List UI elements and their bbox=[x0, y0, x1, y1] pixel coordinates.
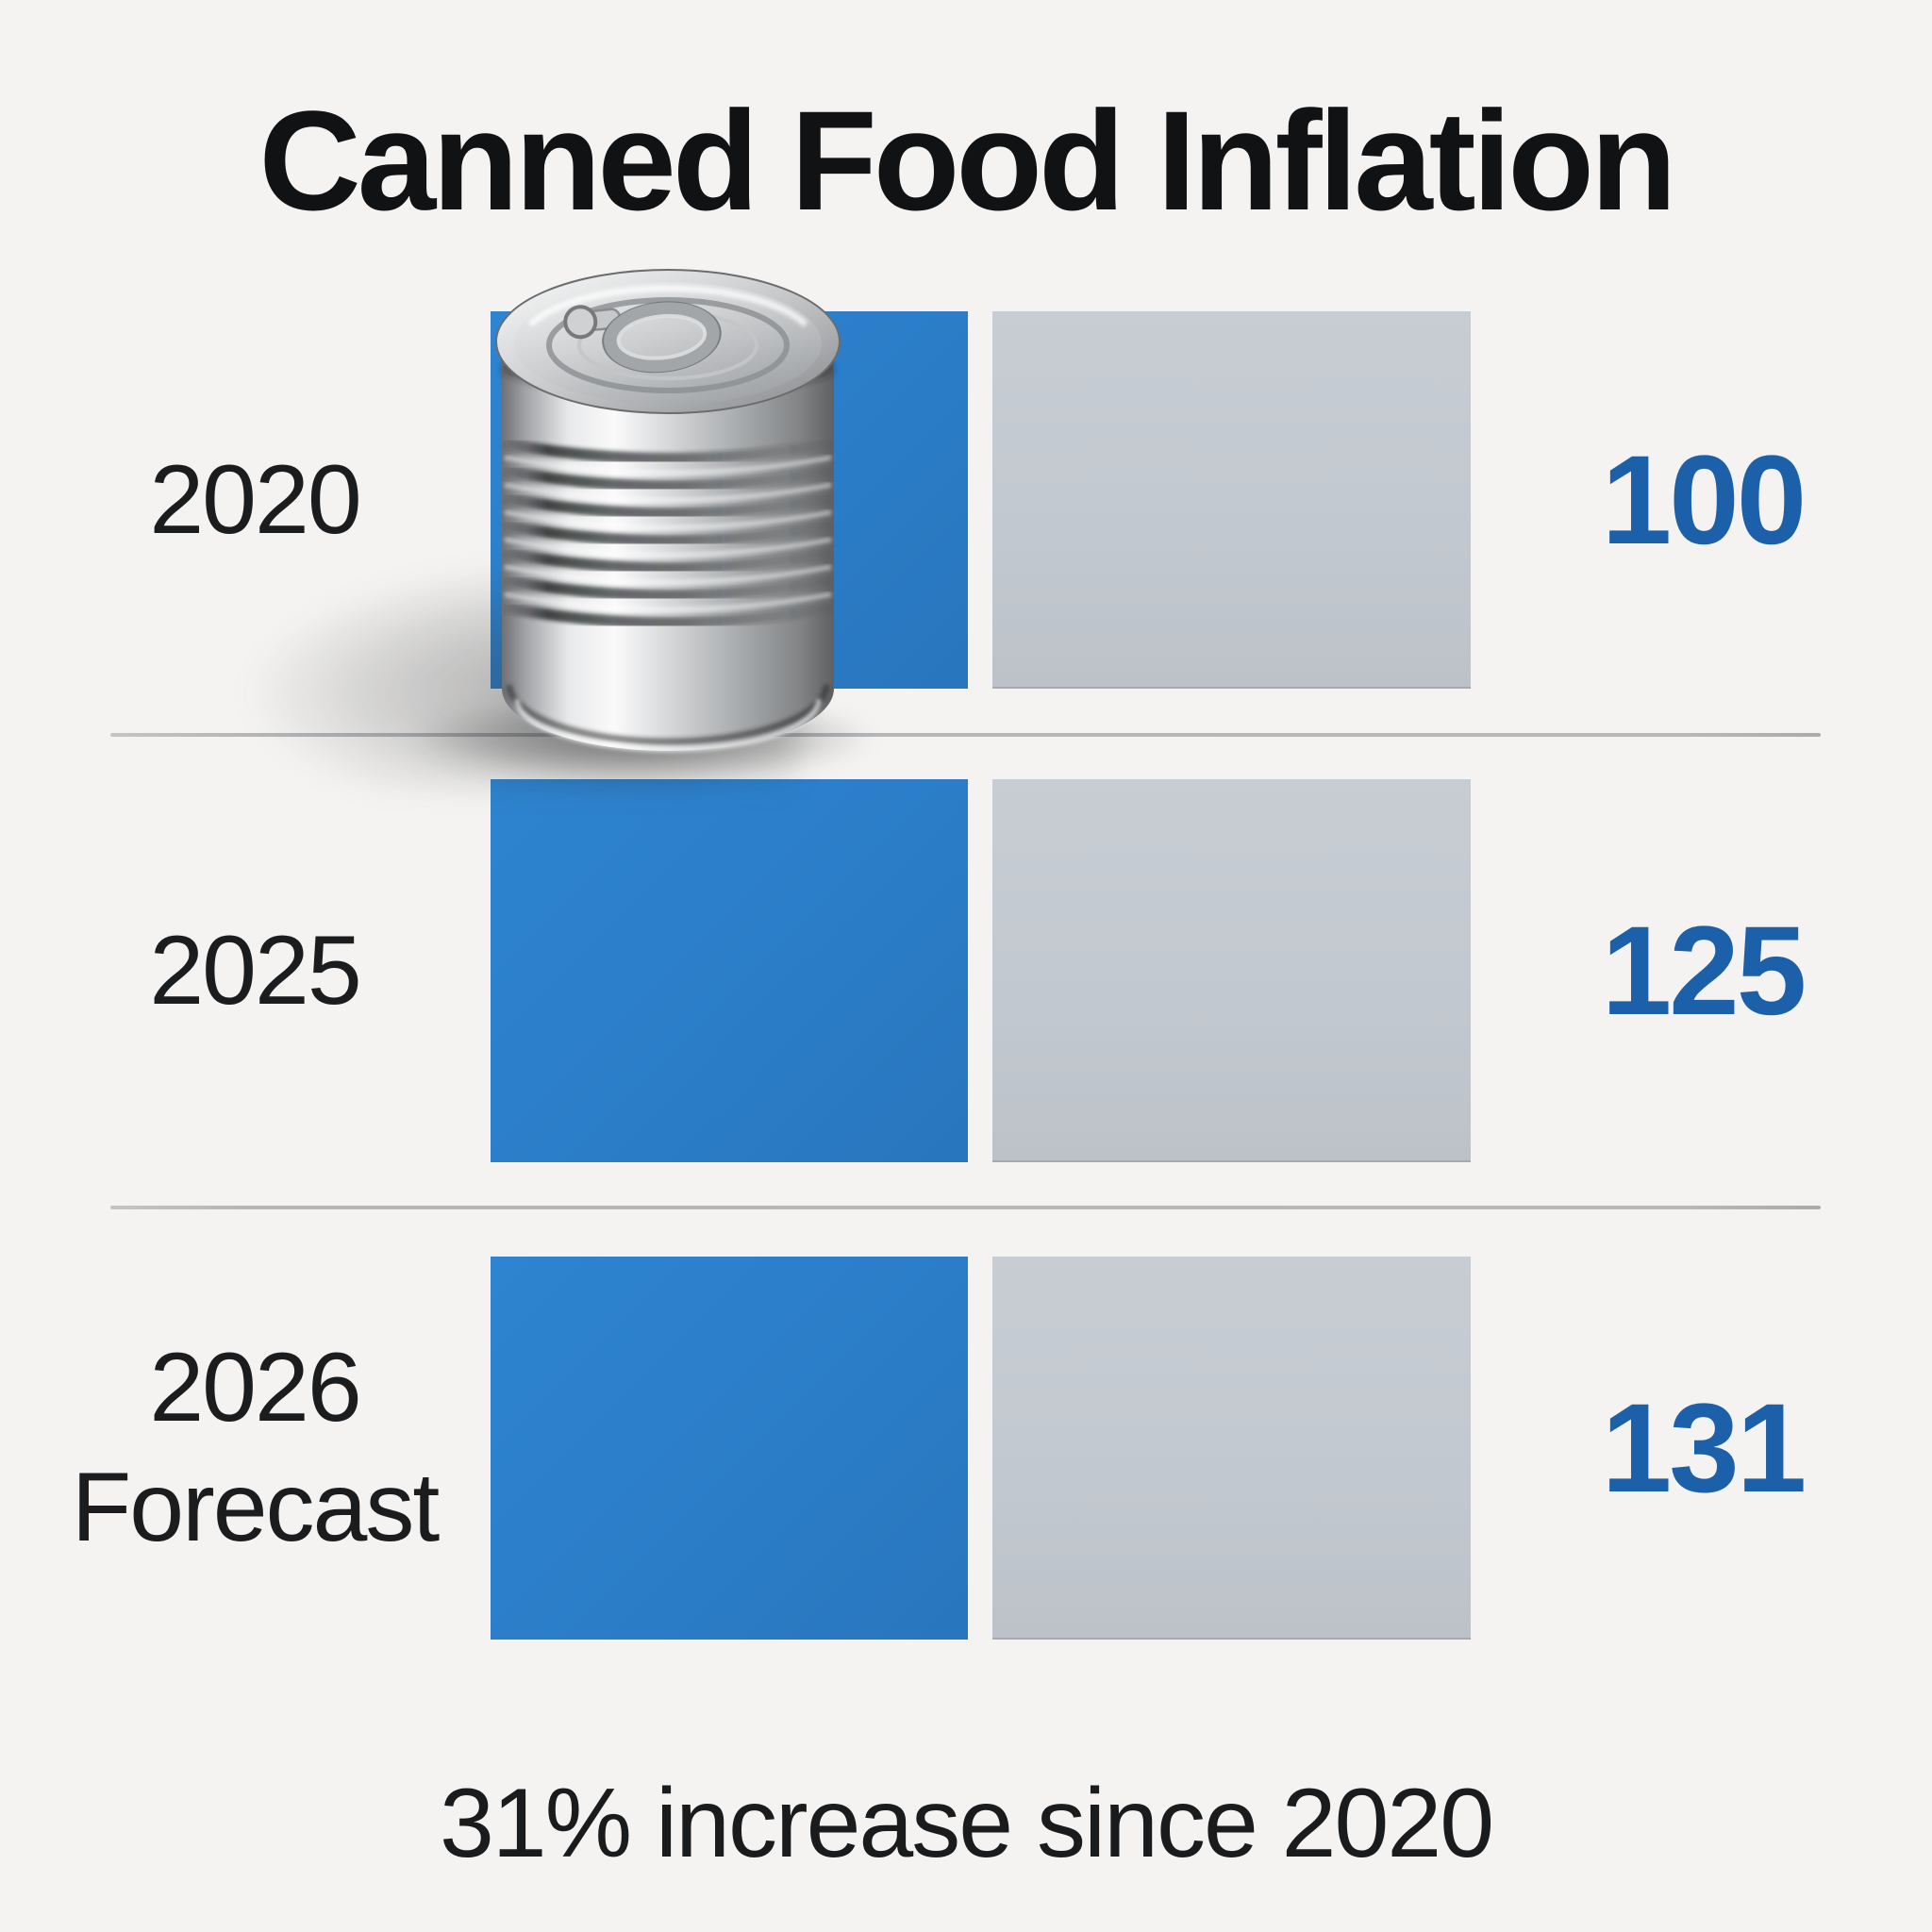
pull-tab-icon bbox=[563, 301, 722, 374]
row-divider-2 bbox=[110, 1206, 1821, 1209]
row-value-2025: 125 bbox=[1601, 900, 1807, 1041]
bar-blue-2026 bbox=[491, 1257, 968, 1640]
row-label-2020: 2020 bbox=[28, 311, 481, 689]
row-label-line2: Forecast bbox=[71, 1453, 441, 1562]
row-label-2025: 2025 bbox=[28, 779, 481, 1162]
row-label-line1: 2025 bbox=[149, 915, 361, 1025]
row-value-2020: 100 bbox=[1601, 429, 1807, 571]
bar-gray-2026 bbox=[992, 1257, 1471, 1640]
row-value-2026: 131 bbox=[1601, 1377, 1807, 1519]
tin-can-icon bbox=[495, 269, 841, 753]
chart-row-2026-forecast: 2026 Forecast 131 bbox=[0, 1257, 1932, 1640]
row-divider-1 bbox=[110, 733, 1821, 737]
row-label-line1: 2020 bbox=[149, 444, 361, 555]
can-ribs bbox=[503, 438, 833, 628]
chart-caption: 31% increase since 2020 bbox=[439, 1769, 1494, 1878]
page-title: Canned Food Inflation bbox=[258, 81, 1676, 240]
bar-gray-2020 bbox=[992, 311, 1471, 689]
bar-gray-2025 bbox=[992, 779, 1471, 1162]
bar-blue-2025 bbox=[491, 779, 968, 1162]
row-label-2026-forecast: 2026 Forecast bbox=[28, 1257, 481, 1640]
row-label-line1: 2026 bbox=[149, 1333, 361, 1443]
chart-row-2025: 2025 125 bbox=[0, 779, 1932, 1162]
